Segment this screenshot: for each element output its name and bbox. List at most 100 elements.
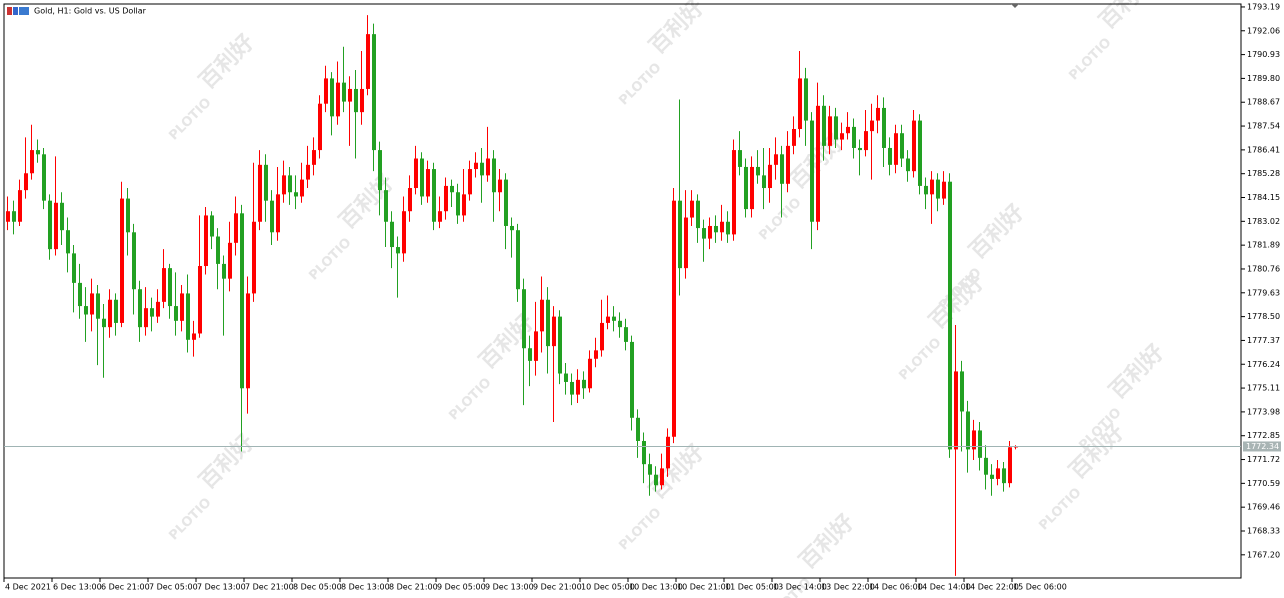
candle-body xyxy=(330,78,334,117)
candle-body xyxy=(384,190,388,222)
candle-body xyxy=(558,316,562,374)
candle-body xyxy=(858,147,862,151)
x-tick-label: 9 Dec 05:00 xyxy=(437,583,486,592)
candle-body xyxy=(552,316,556,347)
y-tick-label: 1777.37 xyxy=(1247,336,1280,345)
candle-body xyxy=(234,213,238,243)
candle-body xyxy=(492,158,496,193)
candle-body xyxy=(690,200,694,218)
x-tick-label: 14 Dec 06:00 xyxy=(869,583,923,592)
candle-body xyxy=(240,213,244,389)
candle-body xyxy=(438,211,442,222)
x-tick-label: 7 Dec 13:00 xyxy=(197,583,246,592)
candle-body xyxy=(198,266,202,334)
x-tick-label: 9 Dec 21:00 xyxy=(533,583,582,592)
candle-body xyxy=(414,158,418,189)
candle-body xyxy=(918,120,922,186)
candle-body xyxy=(882,107,886,148)
candle-body xyxy=(90,293,94,315)
x-tick-label: 7 Dec 21:00 xyxy=(245,583,294,592)
y-tick-label: 1767.20 xyxy=(1247,550,1280,559)
candle-body xyxy=(24,173,28,191)
candle-body xyxy=(708,225,712,239)
y-tick-label: 1784.15 xyxy=(1247,193,1280,202)
x-tick-label: 4 Dec 2021 xyxy=(5,583,51,592)
candle-body xyxy=(972,430,976,450)
candle-body xyxy=(594,350,598,359)
candle-body xyxy=(930,179,934,195)
x-tick-label: 11 Dec 05:00 xyxy=(725,583,779,592)
candle-body xyxy=(348,88,352,102)
candle-body xyxy=(516,230,520,290)
y-tick-label: 1770.59 xyxy=(1247,479,1280,488)
candle-body xyxy=(756,166,760,176)
candle-body xyxy=(798,78,802,130)
candle-body xyxy=(108,299,112,328)
candle-body xyxy=(114,299,118,323)
candle-body xyxy=(774,154,778,165)
candle-body xyxy=(804,78,808,121)
chart-title: Gold, H1: Gold vs. US Dollar xyxy=(34,7,147,16)
y-tick-label: 1788.67 xyxy=(1247,98,1280,107)
candle-body xyxy=(450,185,454,193)
candle-body xyxy=(534,331,538,361)
candle-body xyxy=(666,436,670,469)
candle-body xyxy=(48,200,52,250)
candle-body xyxy=(768,164,772,189)
candle-body xyxy=(654,474,658,486)
candle-body xyxy=(648,464,652,475)
candle-body xyxy=(714,225,718,233)
candle-body xyxy=(132,232,136,290)
x-tick-label: 10 Dec 05:00 xyxy=(581,583,635,592)
candle-body xyxy=(42,154,46,201)
candle-body xyxy=(468,169,472,195)
candle-body xyxy=(504,179,508,226)
candle-body xyxy=(54,202,58,250)
candle-body xyxy=(834,116,838,140)
candle-body xyxy=(480,162,484,176)
candle-body xyxy=(900,133,904,159)
candle-body xyxy=(888,147,892,165)
candle-body xyxy=(630,341,634,418)
candle-body xyxy=(852,126,856,148)
candle-body xyxy=(60,202,64,231)
y-tick-label: 1779.63 xyxy=(1247,288,1280,297)
candle-body xyxy=(726,221,730,235)
candle-body xyxy=(252,221,256,294)
candle-body xyxy=(894,133,898,165)
y-tick-label: 1792.06 xyxy=(1247,26,1280,35)
candle-body xyxy=(912,120,916,172)
candle-body xyxy=(102,318,106,328)
x-tick-label: 8 Dec 13:00 xyxy=(341,583,390,592)
candle-body xyxy=(612,316,616,321)
candle-body xyxy=(1002,468,1006,484)
candle-body xyxy=(636,417,640,441)
candle-body xyxy=(318,103,322,151)
candle-body xyxy=(786,145,790,184)
candle-body xyxy=(498,179,502,193)
candle-body xyxy=(486,158,490,176)
candle-body xyxy=(36,150,40,155)
x-tick-label: 10 Dec 21:00 xyxy=(677,583,731,592)
candle-body xyxy=(822,105,826,146)
candle-body xyxy=(444,185,448,212)
x-tick-label: 13 Dec 22:00 xyxy=(821,583,875,592)
candle-body xyxy=(186,293,190,340)
candle-body xyxy=(462,194,466,216)
candle-body xyxy=(546,299,550,347)
candle-body xyxy=(366,34,370,89)
y-tick-label: 1783.02 xyxy=(1247,217,1280,226)
y-tick-label: 1773.98 xyxy=(1247,407,1280,416)
candle-body xyxy=(300,179,304,197)
candle-body xyxy=(924,185,928,195)
x-tick-label: 7 Dec 05:00 xyxy=(149,583,198,592)
candle-body xyxy=(282,175,286,195)
candle-body xyxy=(762,175,766,189)
candle-body xyxy=(144,308,148,328)
candle-body xyxy=(174,306,178,321)
y-tick-label: 1775.11 xyxy=(1247,384,1280,393)
candle-body xyxy=(228,242,232,279)
